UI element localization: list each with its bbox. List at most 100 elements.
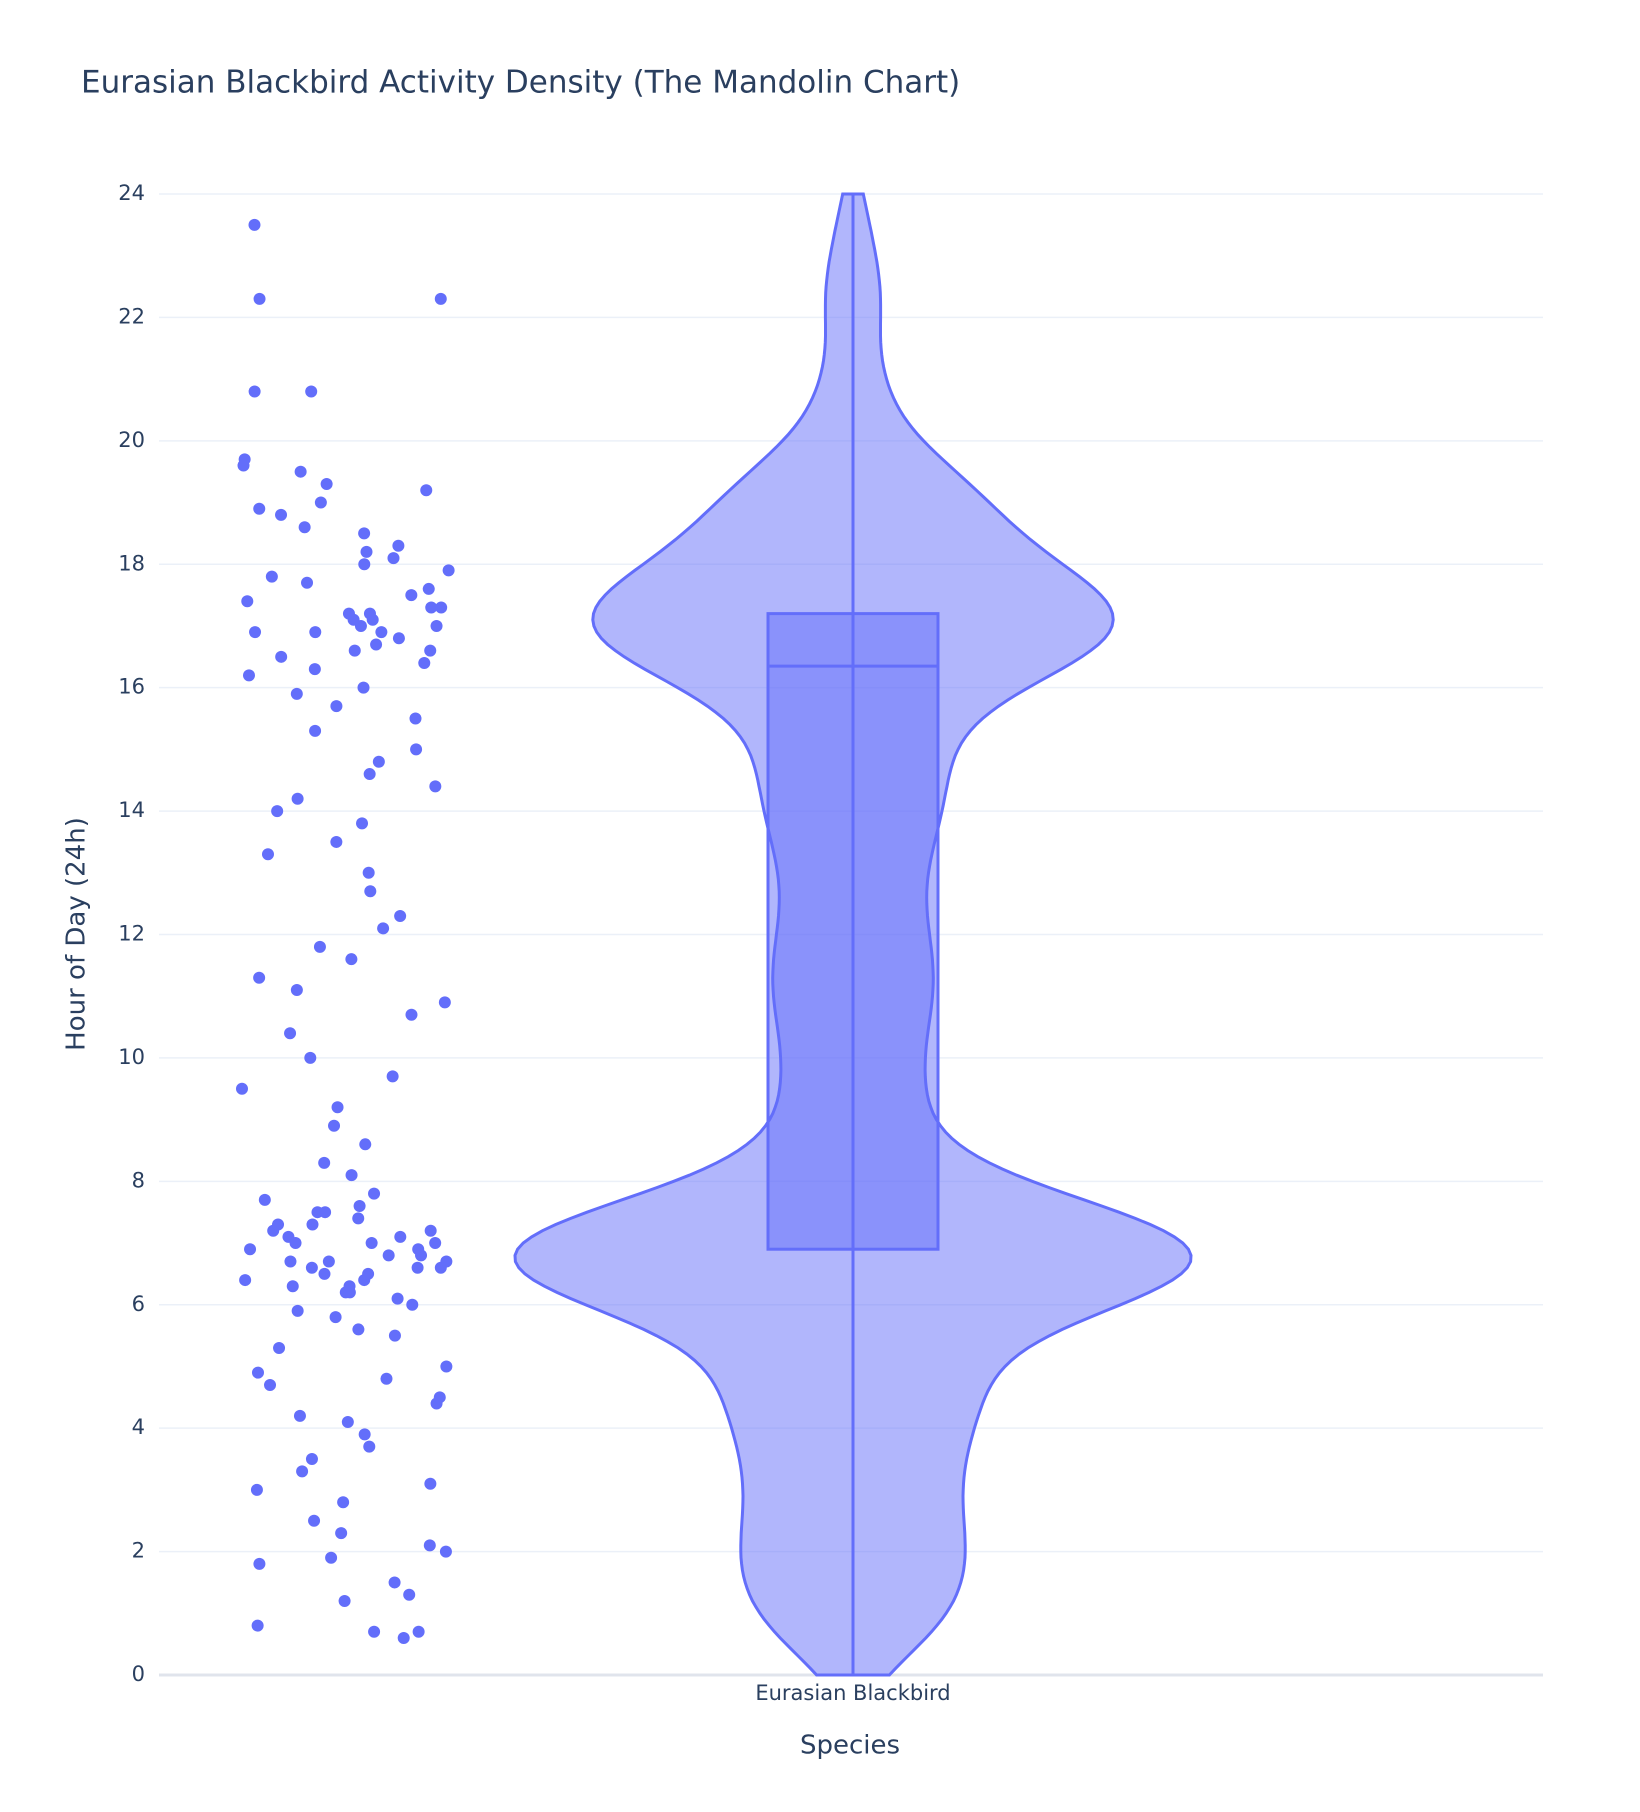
point [406,1298,419,1311]
point [352,1212,365,1225]
point [319,1206,332,1219]
x-axis-title: Species [800,1731,900,1761]
point [343,1280,356,1293]
point [394,909,407,922]
point [359,1138,372,1151]
point [305,1261,318,1274]
point [418,656,431,669]
point [304,1051,317,1064]
y-tick-label: 6 [132,1292,145,1316]
point [388,1576,401,1589]
point [434,1261,447,1274]
point [265,570,278,583]
point [329,1311,342,1324]
point [271,805,284,818]
y-tick-label: 12 [118,922,145,946]
point [250,1483,263,1496]
point [308,663,321,676]
point [289,1237,302,1250]
point [439,1545,452,1558]
point [362,1267,375,1280]
point [320,478,333,491]
point [360,545,373,558]
point [291,1304,304,1317]
point [345,953,358,966]
point [362,866,375,879]
point [308,1514,321,1527]
point [405,589,418,602]
point [337,1496,350,1509]
point [345,1169,358,1182]
point [331,1101,344,1114]
y-tick-label: 24 [118,181,145,205]
point [364,885,377,898]
point [365,1237,378,1250]
point [377,922,390,935]
point [275,650,288,663]
point [353,1200,366,1213]
point [318,1267,331,1280]
point [341,1415,354,1428]
point [244,1243,257,1256]
point [294,465,307,478]
point [425,601,438,614]
point [241,595,254,608]
point [442,564,455,577]
point [410,743,423,756]
point [273,1341,286,1354]
point [264,1378,277,1391]
point [409,712,422,725]
point [380,1372,393,1385]
point [314,496,327,509]
point [388,1329,401,1342]
point [293,1409,306,1422]
point [322,1255,335,1268]
box [766,612,940,1251]
point [397,1631,410,1644]
point [358,558,371,571]
point [424,1224,437,1237]
point [275,508,288,521]
point [253,1557,266,1570]
point [258,1193,271,1206]
point [305,385,318,398]
point [440,1360,453,1373]
chart-title: Eurasian Blackbird Activity Density (The… [81,65,960,101]
point [290,984,303,997]
point [291,792,304,805]
point [352,1323,365,1336]
point [424,1477,437,1490]
point [305,1453,318,1466]
point [363,1440,376,1453]
point [328,1119,341,1132]
point [325,1551,338,1564]
y-tick-label: 4 [132,1415,145,1439]
point [238,453,251,466]
point [368,1625,381,1638]
point [424,644,437,657]
point [309,724,322,737]
point [335,1527,348,1540]
x-tick-label: Eurasian Blackbird [755,1681,950,1705]
point [272,1218,285,1231]
point [301,576,314,589]
point [248,218,261,231]
point [423,1539,436,1552]
point [434,292,447,305]
point [391,1292,404,1305]
point [235,1082,248,1095]
point [429,1237,442,1250]
point [358,527,371,540]
y-tick-label: 14 [118,798,145,822]
point [435,601,448,614]
point [392,539,405,552]
y-tick-label: 10 [118,1045,145,1069]
point [239,1274,252,1287]
point [330,835,343,848]
point [248,385,261,398]
point [382,1249,395,1262]
y-axis-title: Hour of Day (24h) [62,817,92,1051]
point [387,552,400,565]
point [411,1261,424,1274]
